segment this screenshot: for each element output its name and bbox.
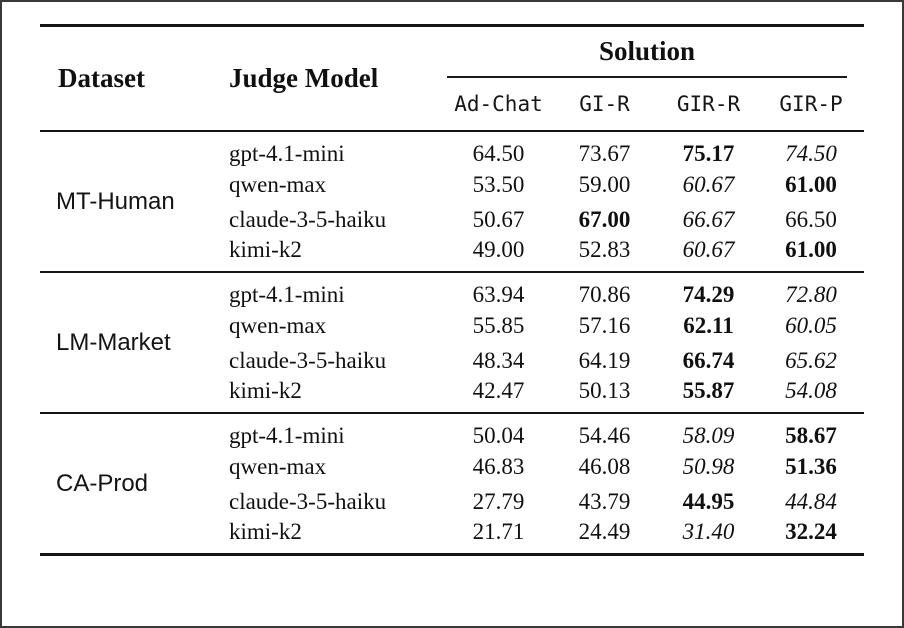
score-cell: 54.46 [578, 423, 631, 448]
score-cell: 50.13 [578, 378, 631, 403]
dataset-cell: LM-Market [56, 328, 171, 356]
judge-model-cell: kimi-k2 [229, 378, 302, 403]
score-cell: 46.83 [472, 453, 525, 479]
score-cell: 62.11 [683, 312, 734, 338]
score-cell: 73.67 [578, 141, 631, 166]
table-row: LM-Market gpt-4.1-mini 63.94 70.86 74.29… [40, 272, 864, 356]
score-cell: 66.50 [785, 206, 837, 232]
score-cell: 52.83 [578, 237, 631, 262]
score-cell: 49.00 [472, 237, 525, 262]
dataset-group-mt-human: MT-Human gpt-4.1-mini 64.50 73.67 75.17 … [40, 131, 864, 272]
judge-model-cell: qwen-max [229, 171, 327, 197]
judge-model-cell: kimi-k2 [229, 237, 302, 262]
col-header-ad-chat: Ad-Chat [454, 92, 543, 116]
table-row: MT-Human gpt-4.1-mini 64.50 73.67 75.17 … [40, 131, 864, 215]
score-cell: 31.40 [682, 519, 735, 544]
col-header-solution: Solution [447, 26, 864, 78]
score-cell: 70.86 [578, 282, 631, 307]
judge-model-cell: kimi-k2 [229, 519, 302, 544]
table-header: Dataset Judge Model Solution Ad-Chat GI-… [40, 26, 865, 131]
score-cell: 54.08 [785, 378, 837, 403]
judge-model-cell: qwen-max [229, 453, 327, 479]
table-row: qwen-max 46.83 46.08 50.98 51.36 [40, 449, 864, 484]
score-cell: 63.94 [472, 282, 525, 307]
score-cell: 50.67 [472, 206, 525, 232]
score-cell: 21.71 [472, 519, 525, 544]
header-row-sub: Ad-Chat GI-R GIR-R GIR-P [40, 78, 864, 131]
dataset-cell: MT-Human [56, 187, 175, 215]
table-row: qwen-max 53.50 59.00 60.67 61.00 [40, 167, 864, 202]
score-cell: 44.95 [682, 488, 735, 514]
table-row: CA-Prod gpt-4.1-mini 50.04 54.46 58.09 5… [40, 413, 864, 497]
solution-header-label: Solution [447, 27, 848, 78]
score-cell: 64.50 [472, 141, 525, 166]
score-cell: 27.79 [472, 488, 525, 514]
col-header-gir-r: GIR-R [676, 92, 741, 116]
table-row: claude-3-5-haiku 48.34 64.19 66.74 65.62 [40, 343, 864, 378]
judge-model-cell: gpt-4.1-mini [229, 423, 345, 448]
score-cell: 60.67 [682, 237, 735, 262]
score-cell: 44.84 [785, 488, 837, 514]
score-cell: 55.85 [472, 312, 525, 338]
score-cell: 60.67 [682, 171, 735, 197]
score-cell: 57.16 [578, 312, 631, 338]
score-cell: 46.08 [578, 453, 631, 479]
score-cell: 60.05 [785, 312, 837, 338]
table-row: claude-3-5-haiku 50.67 67.00 66.67 66.50 [40, 202, 864, 237]
dataset-group-ca-prod: CA-Prod gpt-4.1-mini 50.04 54.46 58.09 5… [40, 413, 865, 555]
score-cell: 72.80 [785, 282, 837, 307]
score-cell: 55.87 [682, 378, 735, 403]
score-cell: 61.00 [785, 171, 837, 197]
judge-model-cell: claude-3-5-haiku [229, 206, 387, 232]
results-table: Dataset Judge Model Solution Ad-Chat GI-… [40, 24, 865, 556]
score-cell: 32.24 [785, 519, 837, 544]
score-cell: 42.47 [472, 378, 525, 403]
col-header-judge-model: Judge Model [229, 63, 379, 93]
dataset-group-lm-market: LM-Market gpt-4.1-mini 63.94 70.86 74.29… [40, 272, 865, 413]
score-cell: 48.34 [472, 347, 525, 373]
table-row: kimi-k2 49.00 52.83 60.67 61.00 [40, 237, 864, 272]
table-row: claude-3-5-haiku 27.79 43.79 44.95 44.84 [40, 484, 864, 519]
table-row: qwen-max 55.85 57.16 62.11 60.05 [40, 308, 864, 343]
judge-model-cell: claude-3-5-haiku [229, 488, 387, 514]
judge-model-cell: qwen-max [229, 312, 327, 338]
score-cell: 66.67 [682, 206, 735, 232]
score-cell: 50.04 [472, 423, 525, 448]
dataset-cell: CA-Prod [56, 469, 149, 497]
score-cell: 74.29 [682, 282, 735, 307]
score-cell: 59.00 [578, 171, 631, 197]
score-cell: 66.74 [682, 347, 735, 373]
table-row: kimi-k2 42.47 50.13 55.87 54.08 [40, 378, 864, 413]
score-cell: 75.17 [682, 141, 735, 166]
score-cell: 74.50 [785, 141, 837, 166]
judge-model-cell: gpt-4.1-mini [229, 141, 345, 166]
score-cell: 58.09 [682, 423, 735, 448]
score-cell: 24.49 [578, 519, 631, 544]
score-cell: 65.62 [785, 347, 837, 373]
score-cell: 50.98 [682, 453, 735, 479]
col-header-dataset: Dataset [58, 63, 145, 93]
col-header-gi-r: GI-R [579, 92, 630, 116]
score-cell: 43.79 [578, 488, 631, 514]
score-cell: 67.00 [578, 206, 631, 232]
col-header-gir-p: GIR-P [779, 92, 843, 116]
score-cell: 51.36 [785, 453, 837, 479]
header-row-top: Dataset Judge Model Solution [40, 26, 864, 93]
score-cell: 53.50 [472, 171, 525, 197]
score-cell: 64.19 [578, 347, 631, 373]
score-cell: 61.00 [785, 237, 837, 262]
table-row: kimi-k2 21.71 24.49 31.40 32.24 [40, 519, 864, 555]
judge-model-cell: claude-3-5-haiku [229, 347, 387, 373]
judge-model-cell: gpt-4.1-mini [229, 282, 345, 307]
score-cell: 58.67 [785, 423, 837, 448]
